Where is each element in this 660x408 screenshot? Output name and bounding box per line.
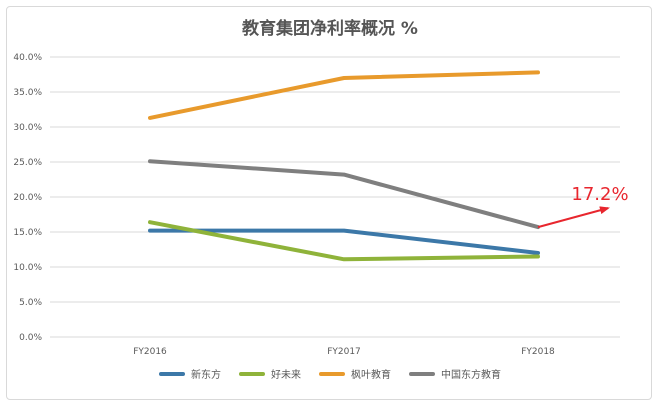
y-tick-label: 40.0% [13,53,42,63]
annotation-label: 17.2% [571,184,628,205]
legend-swatch [319,371,345,376]
legend-label: 中国东方教育 [441,370,501,381]
y-tick-label: 35.0% [13,88,42,98]
series-line [148,70,540,120]
series-line [148,220,540,262]
y-tick-label: 20.0% [13,193,42,203]
legend-label: 好未来 [271,370,301,381]
chart-frame [6,6,652,400]
y-tick-label: 5.0% [19,298,42,308]
legend-swatch [239,371,265,376]
annotation-arrow [537,206,610,229]
y-tick-label: 30.0% [13,123,42,133]
x-tick-label: FY2016 [133,347,167,357]
chart-legend: 新东方 好未来 枫叶教育 中国东方教育 [0,366,660,381]
x-tick-label: FY2018 [521,347,555,357]
series-line [148,228,540,255]
legend-label: 枫叶教育 [351,370,391,381]
legend-swatch [409,371,435,376]
legend-item: 中国东方教育 [409,366,501,381]
y-tick-label: 0.0% [19,333,42,343]
chart-title: 教育集团净利率概况 % [242,19,418,39]
x-tick-label: FY2017 [327,347,361,357]
legend-item: 枫叶教育 [319,366,391,381]
legend-swatch [159,371,185,376]
legend-item: 好未来 [239,366,301,381]
legend-item: 新东方 [159,366,221,381]
y-tick-label: 25.0% [13,158,42,168]
legend-label: 新东方 [191,370,221,381]
series-line [148,159,540,230]
y-tick-label: 10.0% [13,263,42,273]
y-tick-label: 15.0% [13,228,42,238]
